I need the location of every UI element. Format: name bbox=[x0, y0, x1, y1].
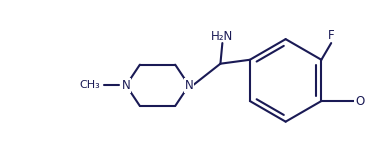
Text: N: N bbox=[184, 79, 193, 92]
Text: F: F bbox=[328, 29, 335, 42]
Text: CH₃: CH₃ bbox=[80, 80, 101, 90]
Text: N: N bbox=[122, 79, 130, 92]
Text: O: O bbox=[355, 94, 364, 108]
Text: H₂N: H₂N bbox=[211, 30, 234, 43]
